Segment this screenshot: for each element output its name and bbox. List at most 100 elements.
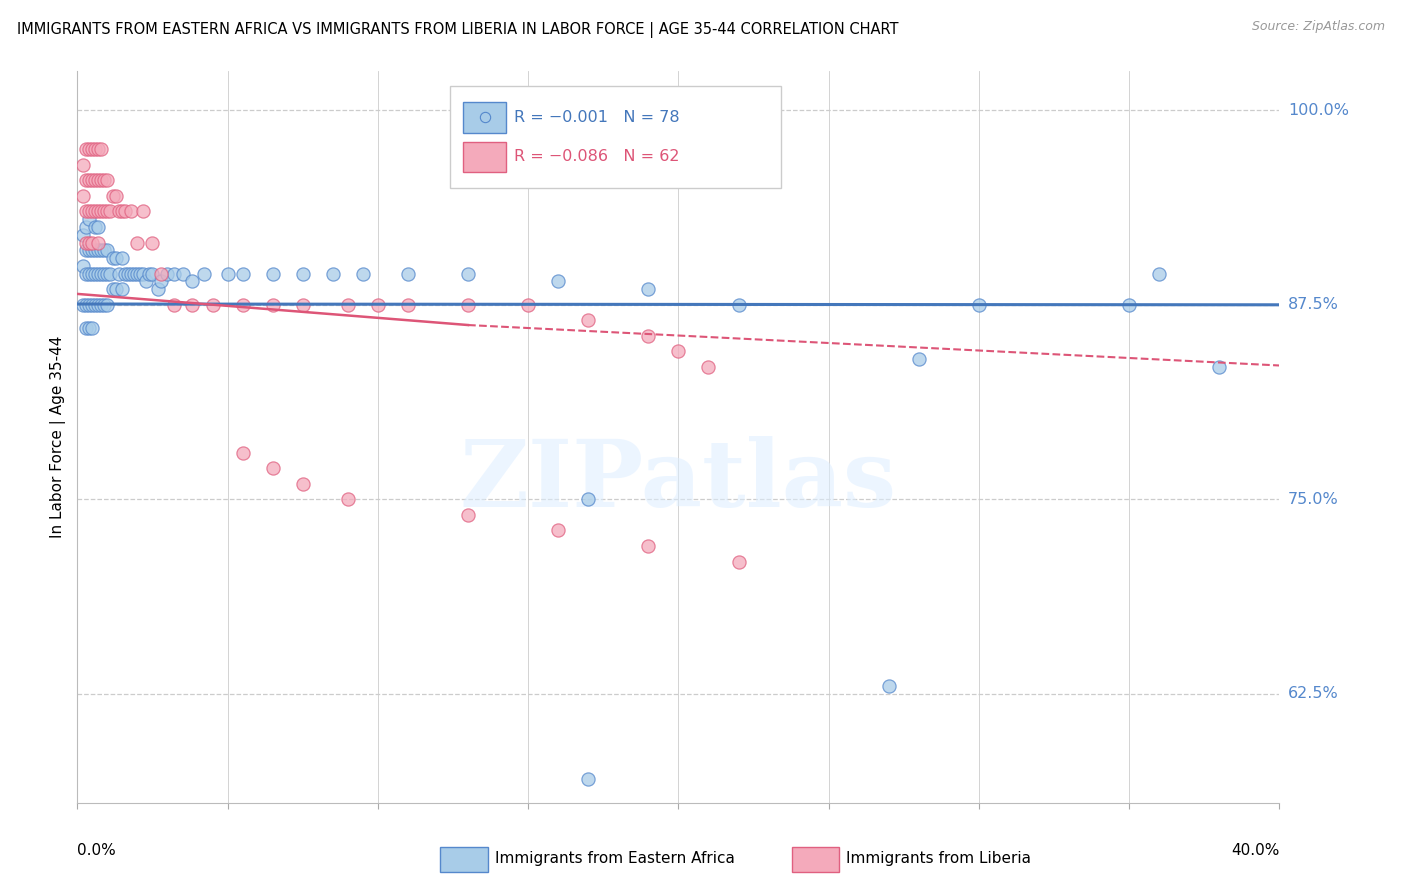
Point <box>517 298 540 312</box>
Point <box>84 219 107 234</box>
Point <box>75 244 97 258</box>
Point <box>141 267 163 281</box>
Point <box>87 298 110 312</box>
Point <box>103 282 125 296</box>
Text: 0.0%: 0.0% <box>77 843 117 858</box>
FancyBboxPatch shape <box>450 86 780 188</box>
Point <box>291 476 314 491</box>
Point <box>96 267 118 281</box>
Point <box>262 298 284 312</box>
Point <box>87 173 110 187</box>
Point <box>1118 298 1140 312</box>
Point <box>90 244 112 258</box>
Text: IMMIGRANTS FROM EASTERN AFRICA VS IMMIGRANTS FROM LIBERIA IN LABOR FORCE | AGE 3: IMMIGRANTS FROM EASTERN AFRICA VS IMMIGR… <box>17 22 898 38</box>
Point <box>79 212 101 227</box>
Point <box>396 298 419 312</box>
Point <box>148 282 170 296</box>
Point <box>93 204 115 219</box>
Point <box>232 445 254 459</box>
Point <box>637 282 659 296</box>
Point <box>84 244 107 258</box>
FancyBboxPatch shape <box>463 142 506 172</box>
Point <box>1149 267 1171 281</box>
Point <box>180 298 202 312</box>
Point <box>1208 359 1230 374</box>
Point <box>547 524 569 538</box>
Point <box>1085 202 1108 216</box>
Point <box>87 235 110 250</box>
Point <box>75 142 97 156</box>
Point <box>727 298 749 312</box>
Point <box>72 298 94 312</box>
Point <box>105 251 128 265</box>
Text: Source: ZipAtlas.com: Source: ZipAtlas.com <box>1251 20 1385 33</box>
Point <box>87 267 110 281</box>
Point <box>193 267 215 281</box>
Point <box>82 235 104 250</box>
Point <box>908 352 931 367</box>
Point <box>201 298 224 312</box>
Point <box>72 227 94 242</box>
Point <box>162 298 184 312</box>
Point <box>396 267 419 281</box>
Point <box>291 267 314 281</box>
Point <box>87 244 110 258</box>
Point <box>87 219 110 234</box>
Point <box>82 142 104 156</box>
Point <box>93 244 115 258</box>
Point <box>967 298 990 312</box>
Point <box>79 244 101 258</box>
Point <box>82 298 104 312</box>
Point <box>75 219 97 234</box>
Point <box>877 679 900 693</box>
Point <box>172 267 194 281</box>
Point <box>138 267 160 281</box>
Point <box>262 461 284 475</box>
Point <box>547 275 569 289</box>
Point <box>111 282 134 296</box>
Point <box>93 267 115 281</box>
Point <box>114 204 136 219</box>
Point <box>82 267 104 281</box>
Point <box>90 142 112 156</box>
Point <box>79 142 101 156</box>
Point <box>72 158 94 172</box>
FancyBboxPatch shape <box>463 102 506 133</box>
Point <box>322 267 344 281</box>
Point <box>232 298 254 312</box>
Point <box>127 267 149 281</box>
Text: Immigrants from Eastern Africa: Immigrants from Eastern Africa <box>495 851 735 865</box>
Point <box>75 173 97 187</box>
Text: 62.5%: 62.5% <box>1288 686 1339 701</box>
Point <box>105 282 128 296</box>
Point <box>87 142 110 156</box>
Point <box>727 555 749 569</box>
Point <box>457 298 479 312</box>
Point <box>336 298 359 312</box>
Point <box>262 267 284 281</box>
Point <box>457 267 479 281</box>
Point <box>90 173 112 187</box>
Y-axis label: In Labor Force | Age 35-44: In Labor Force | Age 35-44 <box>51 336 66 538</box>
Point <box>90 204 112 219</box>
Point <box>111 204 134 219</box>
Text: Immigrants from Liberia: Immigrants from Liberia <box>846 851 1032 865</box>
Point <box>352 267 374 281</box>
Point <box>75 321 97 335</box>
Point <box>82 321 104 335</box>
Point <box>79 267 101 281</box>
Point <box>141 235 163 250</box>
Point <box>84 173 107 187</box>
Point <box>82 244 104 258</box>
Point <box>457 508 479 522</box>
Point <box>156 267 179 281</box>
Point <box>336 492 359 507</box>
Text: R = −0.086   N = 62: R = −0.086 N = 62 <box>513 150 679 164</box>
Point <box>120 204 142 219</box>
Point <box>79 173 101 187</box>
Point <box>120 267 142 281</box>
Point <box>96 298 118 312</box>
Point <box>96 204 118 219</box>
Point <box>84 298 107 312</box>
Point <box>100 267 122 281</box>
